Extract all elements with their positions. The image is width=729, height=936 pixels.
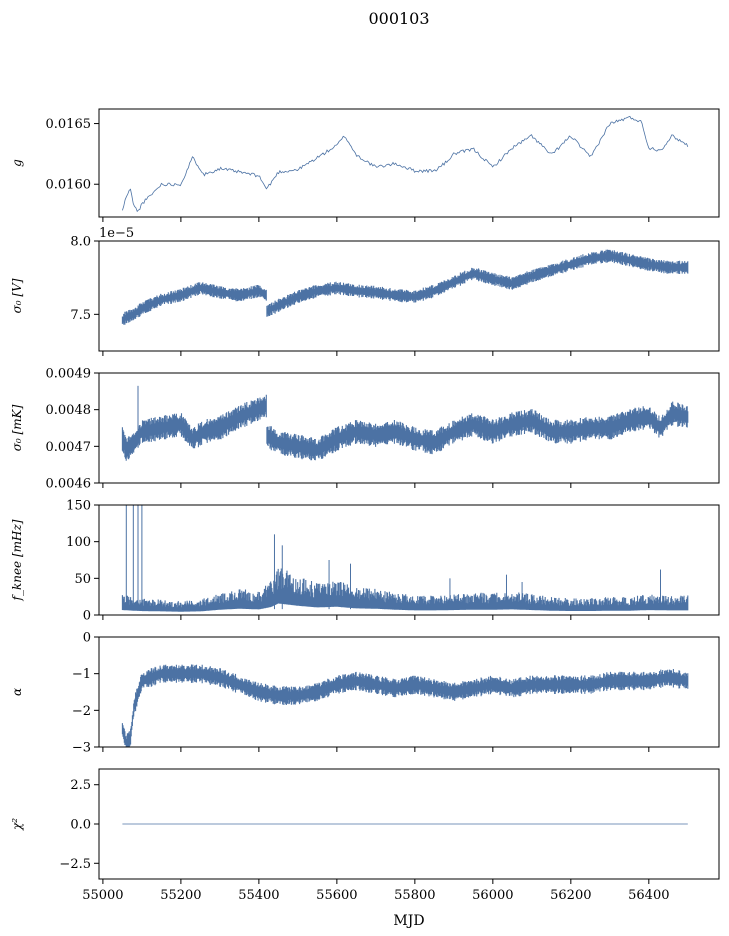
series-sigma0_mK: [121, 385, 689, 461]
y-axis-label: g: [10, 159, 24, 167]
series-band: [121, 394, 689, 461]
x-tick-label: 56200: [550, 888, 591, 903]
y-tick-label: 0.0049: [46, 367, 92, 382]
y-axis-label: f_knee [mHz]: [10, 519, 24, 601]
series-band: [121, 664, 689, 747]
panel-chi2: −2.5 0.0 2.5 χ² 55000 55200 55400 55600 55800 560…: [10, 768, 720, 903]
x-tick-label: 55000: [82, 888, 123, 903]
series-g: [122, 115, 689, 213]
panel-alpha: −3 −2 −1 0 α: [10, 631, 720, 756]
figure-title: 000103: [368, 9, 429, 28]
y-tick-label: 150: [66, 499, 91, 514]
y-tick-label: 0.0: [70, 818, 91, 833]
y-tick-label: 0.0048: [46, 403, 92, 418]
x-tick-label: 55400: [238, 888, 279, 903]
y-axis-label: α: [10, 688, 24, 696]
series-alpha: [121, 664, 689, 747]
y-tick-label: 0: [83, 609, 91, 624]
x-tick-label: 55200: [160, 888, 201, 903]
panel-frame: [98, 108, 720, 218]
y-axis-label: χ²: [10, 818, 24, 831]
y-tick-label: −3: [72, 741, 91, 756]
panel-fknee: 0 50 100 150 f_knee [mHz]: [10, 499, 720, 624]
y-tick-label: −2: [72, 704, 91, 719]
y-tick-label: 100: [66, 535, 91, 550]
y-tick-label: 0.0160: [46, 178, 92, 193]
x-tick-label: 56000: [472, 888, 513, 903]
y-tick-label: 0.0047: [46, 440, 92, 455]
y-tick-label: 8.0: [70, 235, 91, 250]
x-tick-label: 55800: [394, 888, 435, 903]
series-sigma0_V: [121, 249, 689, 325]
y-axis-label: σ₀ [V]: [10, 278, 24, 313]
y-tick-label: 0: [83, 631, 91, 646]
x-tick-label: 55600: [316, 888, 357, 903]
y-tick-label: 50: [74, 572, 91, 587]
panel-sigma0_mK: 0.0046 0.0047 0.0048 0.0049 σ₀ [mK]: [10, 367, 720, 492]
y-tick-label: 7.5: [70, 308, 91, 323]
series-band: [121, 249, 689, 325]
panel-sigma0_V: 7.5 8.0 σ₀ [V] 1e−5: [10, 226, 720, 356]
x-axis-label: MJD: [393, 913, 424, 929]
panel-frame: [98, 504, 720, 616]
y-axis-label: σ₀ [mK]: [10, 404, 24, 451]
y-tick-label: 0.0165: [46, 117, 92, 132]
y-tick-label: −2.5: [59, 857, 91, 872]
x-tick-label: 56400: [628, 888, 669, 903]
series-fknee: [121, 505, 689, 612]
y-tick-label: −1: [72, 667, 91, 682]
y-tick-label: 2.5: [70, 778, 91, 793]
panel-g: 0.0160 0.0165 g: [10, 108, 720, 222]
y-offset-text: 1e−5: [99, 226, 134, 241]
panel-frame: [98, 240, 720, 352]
series-band: [121, 568, 689, 612]
series-line: [122, 115, 689, 213]
panel-frame: [98, 372, 720, 484]
y-tick-label: 0.0046: [46, 477, 92, 492]
panel-frame: [98, 636, 720, 748]
